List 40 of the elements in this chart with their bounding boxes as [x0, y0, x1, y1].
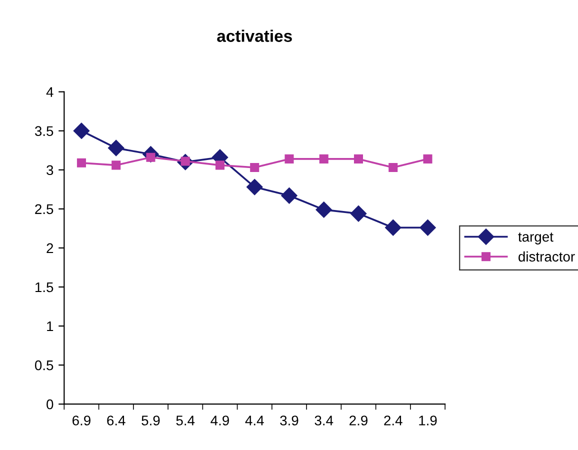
x-tick-label: 2.4 [384, 416, 402, 426]
point [354, 154, 364, 164]
point [215, 160, 224, 170]
point [76, 158, 86, 168]
point [423, 154, 432, 164]
y-tick-label: 4 [46, 87, 54, 97]
point [420, 220, 436, 236]
legend-label: distractor [518, 251, 575, 262]
point [281, 188, 298, 204]
point [388, 163, 398, 172]
x-tick-label: 5.4 [176, 416, 195, 426]
point [284, 154, 294, 164]
y-tick-label: 2.5 [35, 204, 54, 214]
point [246, 178, 263, 196]
y-tick-label: 0.5 [34, 360, 54, 370]
chart-title: activaties [217, 30, 292, 42]
x-tick-label: 3.9 [280, 416, 298, 426]
x-tick-label: 1.9 [419, 416, 437, 426]
point [112, 160, 121, 170]
x-tick-label: 6.4 [107, 416, 126, 426]
point [250, 163, 260, 172]
y-tick-label: 1.5 [35, 282, 54, 292]
point [350, 206, 367, 222]
x-tick-label: 4.9 [210, 416, 229, 426]
point [319, 154, 328, 164]
y-tick-label: 2 [46, 243, 54, 253]
y-tick-label: 1 [47, 322, 54, 332]
y-tick-label: 0 [46, 399, 54, 410]
x-tick-label: 3.4 [314, 416, 334, 426]
point [316, 202, 332, 218]
point [73, 122, 90, 139]
point [385, 220, 402, 236]
point [108, 140, 124, 156]
x-tick-label: 2.9 [350, 416, 368, 426]
y-tick-label: 3.5 [34, 126, 54, 136]
x-tick-label: 6.9 [72, 416, 90, 426]
legend-label: target [518, 232, 554, 244]
x-tick-label: 5.9 [142, 416, 160, 426]
x-tick-label: 4.4 [245, 416, 264, 426]
y-tick-label: 3 [46, 165, 54, 176]
